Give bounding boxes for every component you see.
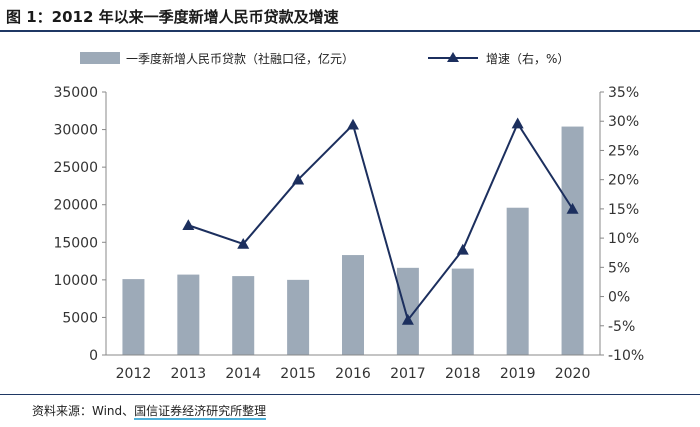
bar-2016 — [342, 255, 364, 355]
footer-divider — [0, 394, 700, 395]
growth-point — [347, 118, 359, 130]
legend-line-marker — [447, 52, 459, 62]
left-tick-label: 10000 — [53, 273, 98, 289]
bar-2014 — [232, 276, 255, 355]
category-label: 2016 — [335, 366, 371, 382]
left-tick-label: 0 — [89, 348, 98, 364]
right-tick-label: -10% — [608, 348, 644, 364]
source-prefix: 资料来源：Wind、 — [32, 404, 135, 418]
title-bar: 图 1：2012 年以来一季度新增人民币贷款及增速 — [0, 0, 700, 32]
growth-point — [511, 117, 524, 129]
right-tick-label: 30% — [608, 114, 639, 130]
category-label: 2018 — [445, 366, 481, 382]
growth-point — [456, 243, 469, 255]
left-tick-label: 5000 — [62, 310, 98, 326]
category-label: 2012 — [116, 366, 152, 382]
legend-bar-swatch — [80, 52, 120, 64]
source-note: 资料来源：Wind、国信证券经济研究所整理 — [32, 402, 267, 420]
bar-2013 — [177, 274, 200, 355]
growth-point — [237, 237, 250, 249]
bar-2018 — [451, 268, 474, 355]
growth-line — [188, 121, 574, 323]
category-label: 2020 — [555, 366, 591, 382]
category-label: 2019 — [500, 366, 536, 382]
source-org: 国信证券经济研究所整理 — [134, 404, 267, 420]
chart: 一季度新增人民币贷款（社融口径，亿元） 增速（右，%） 0 5000 10000 1500… — [53, 51, 644, 382]
bar-2012 — [122, 279, 145, 355]
bar-2019 — [506, 207, 529, 355]
figure-title: 图 1：2012 年以来一季度新增人民币贷款及增速 — [6, 8, 339, 26]
left-tick-label: 15000 — [53, 235, 98, 251]
category-label: 2017 — [390, 366, 426, 382]
bar-2017 — [396, 267, 419, 355]
right-tick-label: 25% — [608, 143, 639, 159]
legend-bar-label: 一季度新增人民币贷款（社融口径，亿元） — [126, 51, 354, 66]
bar-2020 — [561, 126, 584, 356]
growth-point — [292, 173, 305, 185]
category-label: 2014 — [225, 366, 261, 382]
left-tick-label: 35000 — [53, 85, 98, 101]
category-label: 2013 — [171, 366, 207, 382]
right-tick-label: 15% — [608, 202, 639, 218]
growth-point — [401, 313, 414, 325]
right-tick-label: -5% — [608, 319, 635, 335]
left-tick-label: 20000 — [53, 198, 98, 214]
right-tick-label: 20% — [608, 173, 639, 189]
bar-2015 — [287, 279, 310, 355]
right-tick-label: 0% — [608, 290, 630, 306]
right-tick-label: 5% — [608, 260, 630, 276]
growth-point — [566, 202, 579, 214]
category-label: 2015 — [280, 366, 316, 382]
legend-line-label: 增速（右，%） — [486, 51, 569, 66]
left-tick-label: 25000 — [53, 160, 98, 176]
growth-point — [182, 219, 195, 231]
right-tick-label: 10% — [608, 231, 639, 247]
left-tick-label: 30000 — [53, 123, 98, 139]
right-tick-label: 35% — [608, 85, 639, 101]
